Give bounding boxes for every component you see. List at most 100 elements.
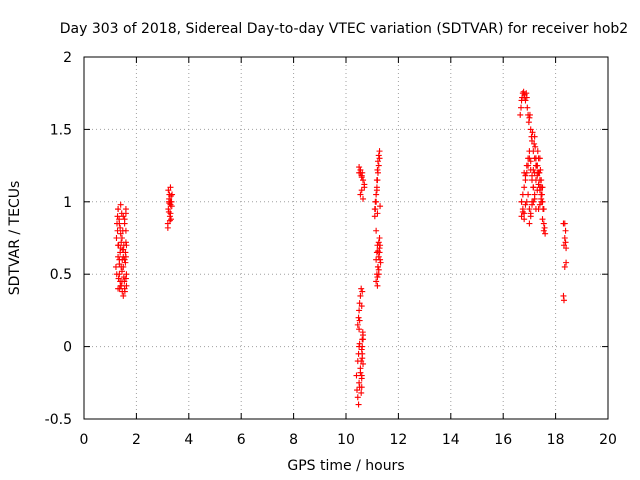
data-point: [360, 360, 367, 367]
data-point: [530, 198, 537, 205]
data-point: [531, 140, 538, 147]
data-point: [360, 177, 367, 184]
data-point: [354, 358, 361, 365]
data-point: [374, 282, 381, 289]
data-point: [375, 266, 382, 273]
data-point: [377, 203, 384, 210]
data-point: [526, 220, 533, 227]
y-tick-label: 1.5: [50, 122, 72, 138]
data-point: [374, 158, 381, 165]
y-tick-label: 0.5: [50, 267, 72, 283]
data-point: [560, 297, 567, 304]
data-point: [519, 191, 526, 198]
data-points: [112, 88, 570, 408]
data-point: [374, 210, 381, 217]
data-point: [122, 227, 129, 234]
data-point: [372, 206, 379, 213]
data-point: [523, 198, 530, 205]
data-point: [359, 336, 366, 343]
grid-lines: [84, 57, 608, 419]
x-tick-label: 16: [494, 432, 512, 448]
data-point: [527, 210, 534, 217]
data-point: [122, 275, 129, 282]
data-point: [356, 164, 363, 171]
tick-labels: 0 2 4 6 8 10 12 14 16 18 20 -0.5 0 0.5 1 1.5 2: [45, 50, 617, 448]
data-point: [121, 216, 128, 223]
data-point: [117, 201, 124, 208]
data-point: [522, 97, 529, 104]
data-point: [356, 317, 363, 324]
data-point: [527, 158, 534, 165]
data-point: [358, 303, 365, 310]
data-point: [374, 263, 381, 270]
data-point: [529, 177, 536, 184]
y-tick-label: -0.5: [45, 412, 72, 428]
data-point: [165, 208, 172, 215]
data-point: [562, 227, 569, 234]
data-point: [114, 227, 121, 234]
data-point: [355, 314, 362, 321]
data-point: [358, 389, 365, 396]
data-point: [534, 148, 541, 155]
data-point: [373, 191, 380, 198]
data-point: [374, 166, 381, 173]
x-tick-label: 14: [442, 432, 460, 448]
data-point: [115, 242, 122, 249]
x-tick-label: 6: [237, 432, 246, 448]
data-point: [526, 111, 533, 118]
data-point: [532, 162, 539, 169]
data-point: [530, 166, 537, 173]
data-point: [117, 282, 124, 289]
data-point: [375, 152, 382, 159]
data-point: [122, 259, 129, 266]
data-point: [526, 206, 533, 213]
data-point: [120, 246, 127, 253]
data-point: [529, 201, 536, 208]
data-point: [532, 143, 539, 150]
data-point: [167, 193, 174, 200]
data-point: [529, 129, 536, 136]
data-point: [542, 230, 549, 237]
data-point: [535, 181, 542, 188]
data-point: [373, 227, 380, 234]
data-point: [359, 288, 366, 295]
data-point: [377, 259, 384, 266]
data-point: [540, 220, 547, 227]
data-point: [357, 369, 364, 376]
data-point: [521, 216, 528, 223]
data-point: [517, 111, 524, 118]
data-point: [117, 224, 124, 231]
data-point: [113, 271, 120, 278]
data-point: [354, 387, 361, 394]
data-point: [375, 253, 382, 260]
data-point: [374, 274, 381, 281]
chart-title: Day 303 of 2018, Sidereal Day-to-day VTE…: [60, 21, 628, 37]
data-point: [116, 220, 123, 227]
data-point: [355, 350, 362, 357]
data-point: [531, 195, 538, 202]
data-point: [526, 148, 533, 155]
data-point: [359, 355, 366, 362]
data-point: [166, 200, 173, 207]
y-axis-label: SDTVAR / TECUs: [7, 181, 23, 296]
data-point: [523, 162, 530, 169]
data-point: [540, 206, 547, 213]
data-point: [561, 235, 568, 241]
data-point: [535, 169, 542, 176]
data-point: [531, 133, 538, 140]
data-point: [358, 187, 365, 194]
data-point: [169, 191, 176, 198]
data-point: [356, 340, 363, 347]
data-point: [535, 206, 542, 213]
data-point: [359, 169, 366, 176]
data-point: [359, 343, 366, 350]
data-point: [354, 321, 361, 328]
data-point: [115, 253, 122, 260]
data-point: [115, 285, 122, 292]
data-point: [167, 198, 174, 205]
data-point: [522, 172, 529, 179]
data-point: [358, 285, 365, 292]
data-point: [522, 201, 529, 208]
x-tick-label: 18: [547, 432, 565, 448]
data-point: [518, 198, 525, 205]
